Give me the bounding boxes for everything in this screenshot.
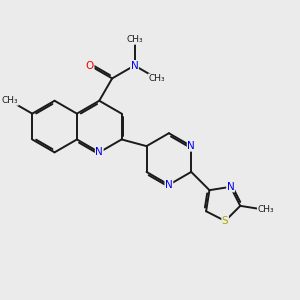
Text: CH₃: CH₃ bbox=[2, 96, 18, 105]
Text: S: S bbox=[222, 216, 229, 226]
Text: N: N bbox=[130, 61, 138, 70]
Text: CH₃: CH₃ bbox=[126, 35, 143, 44]
Text: CH₃: CH₃ bbox=[257, 206, 274, 214]
Text: N: N bbox=[95, 147, 103, 157]
Text: N: N bbox=[227, 182, 234, 192]
Text: O: O bbox=[86, 61, 94, 70]
Text: N: N bbox=[187, 141, 195, 151]
Text: CH₃: CH₃ bbox=[148, 74, 165, 83]
Text: N: N bbox=[165, 180, 173, 190]
